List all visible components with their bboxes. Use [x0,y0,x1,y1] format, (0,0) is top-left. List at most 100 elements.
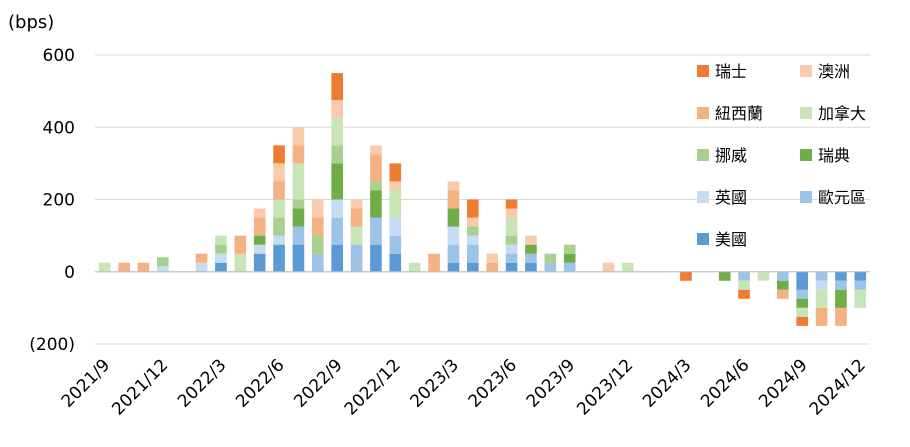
bar-segment [370,145,382,155]
bar-segment [292,199,305,209]
bar-segment [331,73,343,101]
bar-segment [389,163,402,182]
grid-layer [95,54,870,345]
bar-segment [815,307,828,326]
bar-segment [312,235,324,254]
bar-segment [389,235,402,254]
bar-segment [370,154,382,182]
legend-label: 澳洲 [818,62,850,81]
legend-swatch [697,149,709,161]
bar-segment [312,253,324,272]
bar-segment [796,271,808,290]
bar-segment [738,289,750,299]
bar-segment [331,163,343,200]
legend-entry: 紐西蘭 [697,104,763,123]
bar-segment [157,266,169,272]
bar-segment [563,253,576,263]
bar-segment [331,199,343,218]
bar-segment [273,145,285,164]
bar-segment [350,226,363,245]
legend-entry: 美國 [697,230,747,249]
bar-segment [835,289,847,308]
bar-segment [563,262,576,272]
bar-segment [854,280,867,290]
bar-segment [796,289,808,299]
bar-segment [757,271,770,281]
bar-segment [467,217,479,227]
bar-segment [428,253,440,272]
bar-segment [505,244,518,254]
bar-segment [292,163,305,200]
legend-label: 瑞典 [818,146,850,165]
legend-swatch [800,191,812,203]
bar-segment [195,253,208,263]
bar-segment [273,199,285,218]
legend-swatch [697,233,709,245]
bar-segment [350,208,363,227]
bar-segment [389,217,402,236]
legend-swatch [697,65,709,77]
bar-segment [835,280,847,290]
legend-swatch [697,191,709,203]
bar-segment [486,253,498,263]
bar-segment [680,271,692,281]
bar-segment [292,226,305,245]
x-tick-label: 2024/6 [697,355,753,411]
bar-segment [815,271,828,281]
bar-segment [234,253,247,272]
bar-segment [505,217,518,236]
bar-segment [389,253,402,272]
bar-segment [505,199,518,209]
legend-entry: 挪威 [697,146,747,165]
bar-segment [447,181,460,191]
bar-segment [525,244,537,254]
legend-entry: 澳洲 [800,62,850,81]
legend-label: 歐元區 [818,188,866,207]
x-tick-label: 2022/9 [290,355,346,411]
legend-entry: 英國 [697,188,747,207]
bar-segment [563,244,576,254]
x-tick-label: 2022/6 [232,355,288,411]
y-tick-label: 0 [64,263,75,283]
bar-segment [815,280,828,290]
legend-label: 挪威 [715,146,747,165]
bar-segment [738,271,750,281]
bar-segment [796,307,808,317]
bar-segment [273,217,285,236]
bar-segment [467,226,479,236]
bar-segment [815,289,828,308]
bar-segment [796,298,808,308]
bar-segment [408,262,421,272]
legend-swatch [800,107,812,119]
bar-segment [467,199,479,218]
legend-label: 加拿大 [818,104,866,123]
bar-segment [215,253,227,263]
bar-segment [292,244,305,272]
bar-segment [447,244,460,263]
bar-segment [331,118,343,146]
bar-segment [234,235,247,254]
legend-entry: 瑞士 [697,62,747,81]
bar-segment [292,145,305,164]
bar-segment [525,253,537,263]
x-tick-label: 2022/3 [174,355,230,411]
bar-segment [195,262,208,272]
bar-segment [137,262,150,272]
bar-segment [835,307,847,326]
bar-segment [350,199,363,209]
legend-label: 紐西蘭 [715,104,763,123]
bar-segment [331,244,343,272]
bar-segment [796,316,808,326]
x-tick-label: 2021/9 [58,355,114,411]
legend-swatch [800,149,812,161]
bar-segment [777,280,789,290]
bar-segment [370,217,382,245]
legend-swatch [697,107,709,119]
bar-segment [253,235,266,245]
bar-segment [544,262,557,272]
x-tick-label: 2024/3 [639,355,695,411]
bar-segment [273,244,285,272]
